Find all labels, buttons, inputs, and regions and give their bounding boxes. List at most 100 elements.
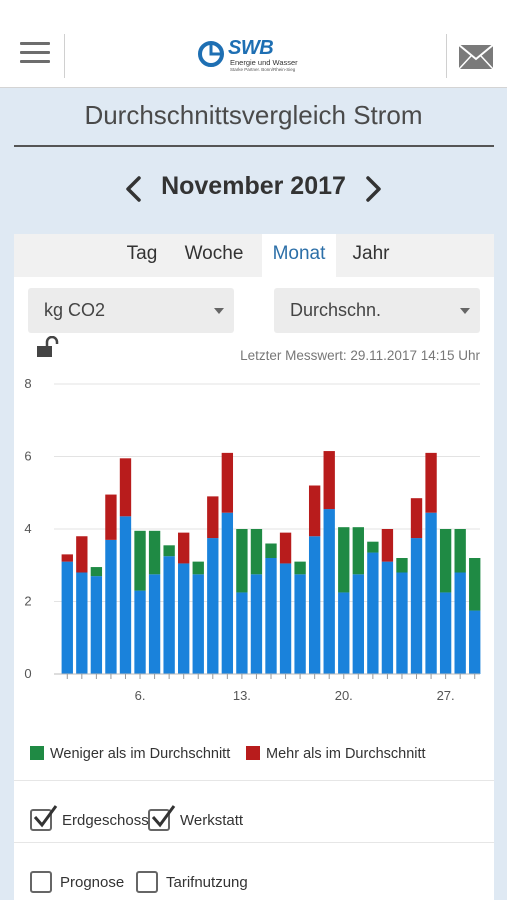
bar-above-average: [221, 452, 234, 513]
bar-above-average: [425, 452, 437, 513]
chevron-down-icon: [214, 308, 224, 314]
bar-below-average: [352, 527, 364, 575]
checkbox-label: Erdgeschoss: [62, 812, 149, 829]
bar-below-average: [338, 527, 350, 593]
bar-below-average: [367, 541, 379, 553]
bar-base: [338, 592, 350, 674]
header-divider: [64, 34, 65, 78]
meter-checkboxes: Erdgeschoss Werkstatt: [14, 805, 494, 836]
app-header: SWB Energie und Wasser Starke Partner. B…: [0, 0, 507, 88]
comparison-select[interactable]: Durchschn.: [274, 288, 480, 333]
swb-logo: SWB Energie und Wasser Starke Partner. B…: [198, 38, 318, 78]
checkbox-prognose[interactable]: Prognose: [30, 868, 130, 898]
page-title: Durchschnittsvergleich Strom: [84, 100, 423, 130]
bar-base: [410, 538, 423, 674]
y-tick-label: 6: [24, 449, 31, 464]
legend-swatch-less: [30, 746, 44, 760]
bar-above-average: [279, 532, 292, 564]
bar-base: [367, 552, 379, 674]
x-tick-label: 20.: [335, 688, 353, 703]
bar-base: [105, 539, 117, 674]
chevron-down-icon: [460, 308, 470, 314]
checkbox-label: Prognose: [60, 874, 125, 891]
bar-above-average: [76, 536, 88, 573]
bar-base: [148, 574, 161, 674]
checkbox-box: [148, 809, 170, 831]
divider: [14, 842, 494, 843]
consumption-card: Tag Woche Monat Jahr kg CO2 Durchschn. L…: [14, 234, 494, 900]
legend-swatch-more: [246, 746, 260, 760]
bar-above-average: [207, 496, 219, 539]
bar-above-average: [105, 494, 117, 540]
bar-base: [207, 538, 219, 674]
bar-base: [236, 592, 248, 674]
bar-below-average: [192, 561, 204, 575]
bar-base: [90, 576, 103, 674]
bar-base: [76, 572, 88, 674]
chart-legend: Weniger als im Durchschnitt Mehr als im …: [14, 742, 494, 766]
next-month-chevron-icon[interactable]: [361, 176, 385, 202]
tab-month[interactable]: Monat: [262, 234, 336, 277]
unit-select[interactable]: kg CO2: [28, 288, 234, 333]
y-tick-label: 0: [24, 666, 31, 681]
checkmark-icon: [151, 805, 176, 828]
bar-below-average: [90, 567, 103, 577]
bar-base: [265, 558, 277, 674]
consumption-chart: 0 2 4 6 8 6. 13. 20. 27.: [24, 376, 481, 703]
bar-base: [454, 572, 466, 674]
legend-label-less: Weniger als im Durchschnitt: [50, 746, 231, 762]
tab-year[interactable]: Jahr: [352, 243, 390, 264]
legend-item-more: Mehr als im Durchschnitt: [246, 746, 426, 764]
checkbox-erdgeschoss[interactable]: Erdgeschoss: [30, 805, 149, 836]
bar-below-average: [163, 545, 175, 557]
logo-text: SWB: [228, 37, 274, 59]
month-navigator: November 2017: [0, 170, 507, 206]
bar-base: [381, 561, 394, 674]
checkbox-tarifnutzung[interactable]: Tarifnutzung: [136, 868, 256, 898]
bar-below-average: [148, 530, 161, 575]
title-underline: [14, 145, 494, 147]
tab-week[interactable]: Woche: [184, 243, 244, 264]
bar-below-average: [294, 561, 306, 575]
tab-day[interactable]: Tag: [126, 243, 158, 264]
swb-logo-icon: [198, 41, 224, 67]
bar-base: [396, 572, 408, 674]
bar-above-average: [323, 451, 335, 510]
checkbox-werkstatt[interactable]: Werkstatt: [148, 805, 258, 836]
x-tick-label: 13.: [233, 688, 251, 703]
unit-select-value: kg CO2: [44, 300, 106, 320]
logo-tagline: Starke Partner. Bonn/Rhein-Sieg: [230, 67, 296, 72]
legend-label-more: Mehr als im Durchschnitt: [266, 746, 426, 762]
bar-base: [425, 512, 437, 674]
y-tick-label: 2: [24, 594, 31, 609]
bar-above-average: [308, 485, 321, 537]
bar-base: [250, 574, 263, 674]
bar-above-average: [178, 532, 190, 564]
bar-above-average: [61, 554, 73, 562]
bar-base: [163, 556, 175, 674]
divider: [14, 780, 494, 781]
checkbox-box: [30, 809, 52, 831]
y-tick-label: 8: [24, 376, 31, 391]
mail-icon[interactable]: [458, 44, 494, 70]
bar-base: [178, 563, 190, 674]
bar-above-average: [381, 529, 394, 562]
bar-above-average: [410, 498, 423, 539]
unlock-icon[interactable]: [36, 336, 60, 360]
logo-subtitle: Energie und Wasser: [230, 58, 298, 67]
bar-base: [279, 563, 292, 674]
bar-base: [323, 509, 335, 674]
bar-base: [221, 512, 234, 674]
menu-icon[interactable]: [20, 42, 50, 64]
bar-below-average: [134, 530, 146, 591]
bar-below-average: [250, 529, 263, 575]
legend-item-less: Weniger als im Durchschnitt: [30, 746, 230, 764]
x-tick-label: 27.: [437, 688, 455, 703]
header-divider: [446, 34, 447, 78]
bar-above-average: [119, 458, 132, 517]
previous-month-chevron-icon[interactable]: [122, 176, 146, 202]
bar-below-average: [439, 529, 452, 593]
checkbox-box: [30, 871, 52, 893]
bar-base: [192, 574, 204, 674]
comparison-select-value: Durchschn.: [290, 300, 382, 320]
